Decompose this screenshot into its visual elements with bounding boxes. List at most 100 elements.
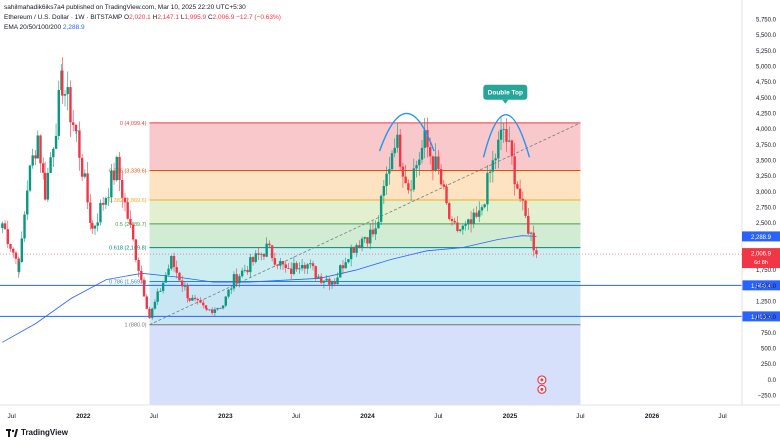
candle-body [186,286,189,299]
candle-body [295,263,298,270]
time-tick-label: Jul [576,413,585,420]
candle-body [428,147,432,157]
candle-body [273,258,277,265]
candle-body [196,299,199,301]
ema-path [2,235,537,343]
candle-body [42,163,45,173]
candle-body [260,253,263,255]
candle-body [14,252,18,259]
ema-price-label: 2,288.9 [751,235,772,241]
fib-band [149,247,581,282]
candle-body [393,147,396,154]
candle-body [26,190,29,215]
candle-body [205,308,208,310]
support-price-label: 1,013.3 [751,315,772,321]
candle-body [213,309,217,313]
symbol-line: Ethereum / U.S. Dollar · 1W · BITSTAMP O… [4,14,281,21]
candle-body [483,204,486,208]
last-price-tag [742,248,780,269]
ohlc-open: 2,020.1 [129,14,151,21]
time-tick-label: 2026 [645,413,660,420]
ema-legend-value: 2,288.9 [62,24,85,31]
candle-body [232,274,236,289]
candle-body [475,212,478,217]
candle-body [240,270,244,277]
fib-level-label: 0.786 (1,569.4) [109,280,146,286]
double-top-arc [482,114,531,158]
annotation-badge [483,84,528,100]
tradingview-brand-text: TradingView [21,428,68,437]
candle-body [1,223,4,229]
candle-body [289,268,293,274]
candle-body [93,225,97,229]
candle-body [123,197,127,203]
candle-body [518,188,522,199]
double-top-arcs [378,112,531,158]
candle-body [175,267,178,273]
candle-body [513,156,516,185]
ohlc-low-label: L [180,14,185,21]
candle-body [204,305,208,309]
candle-body [118,156,121,180]
price-tick-label: 5,000.0 [756,64,777,70]
candle-body [445,186,448,204]
candle-body [467,219,470,225]
fib-band [149,122,581,171]
time-tick-label: Jul [150,413,159,420]
candles [1,56,538,320]
ema-line-legend[interactable]: EMA 20/50/100/200 2,288.9 [4,24,85,31]
candle-body [404,176,407,184]
candle-body [52,148,55,158]
candle-body [336,277,339,285]
last-price-label: 2,006.9 [751,252,772,258]
candle-body [434,156,437,171]
candle-body [153,301,157,309]
candle-body [80,157,84,177]
time-axis[interactable]: Jul 2022 Jul 2023 Jul 2024 Jul 2025 Jul 2026 Jul [0,404,780,420]
candle-body [262,253,266,257]
time-tick-label: Jul [434,413,443,420]
candle-body [439,168,443,185]
candle-body [131,224,135,240]
candle-body [268,243,271,246]
ohlc-close: 2,006.9 [212,14,235,21]
time-tick-label: Jul [8,413,17,420]
candle-body [151,308,154,318]
ema-line [2,235,537,343]
candle-body [3,223,7,230]
symbol-name[interactable]: Ethereum / U.S. Dollar · 1W · BITSTAMP [4,14,123,21]
candle-body [170,255,173,269]
double-top-arc [378,112,435,152]
fib-level-label: 0.618 (2,109.8) [109,246,146,252]
ema-legend-label: EMA 20/50/100/200 [4,24,62,31]
candle-body [469,219,473,224]
candle-body [91,222,94,229]
candle-body [251,257,255,262]
tradingview-brand[interactable]: TradingView [6,428,68,437]
candle-body [270,245,274,259]
ohlc-high: 2,147.1 [157,14,179,21]
price-tick-label: 4,750.0 [756,80,777,86]
candle-body [276,264,279,266]
candle-body [180,280,184,287]
time-tick-label: 2023 [218,413,233,420]
candle-body [216,308,219,310]
candle-body [246,269,249,273]
candle-body [115,156,118,181]
candle-body [188,298,191,301]
candle-body [450,218,454,222]
price-tick-label: 4,250.0 [756,111,777,117]
candle-body [227,289,230,297]
double-top-annotation: Double Top [483,84,528,104]
candle-body [385,173,388,187]
price-tick-label: 5,500.0 [756,33,777,39]
candle-body [456,222,459,231]
candle-body [453,221,456,223]
candle-body [497,139,500,159]
time-tick-label: Jul [718,413,727,420]
candle-body [300,264,304,269]
candle-body [398,134,402,167]
price-axis[interactable]: 5,750.0 5,500.0 5,250.0 5,000.0 4,750.0 4,500… [741,0,777,405]
